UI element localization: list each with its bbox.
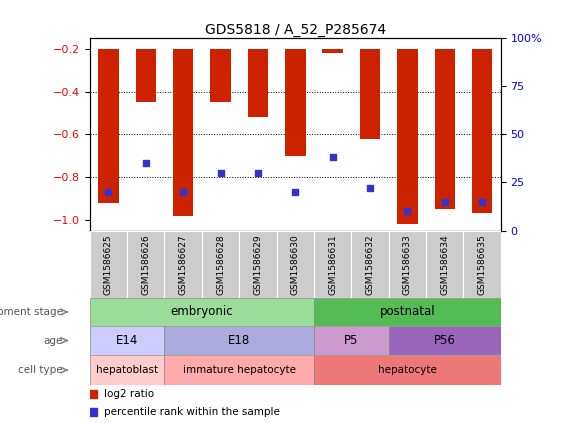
Text: log2 ratio: log2 ratio	[104, 389, 154, 399]
Bar	[285, 49, 306, 156]
Bar	[397, 49, 417, 224]
Text: development stage: development stage	[0, 307, 63, 317]
Title: GDS5818 / A_52_P285674: GDS5818 / A_52_P285674	[205, 23, 386, 37]
Bar	[90, 231, 127, 298]
Text: GSM1586632: GSM1586632	[365, 234, 375, 294]
Text: percentile rank within the sample: percentile rank within the sample	[104, 407, 280, 417]
Text: P56: P56	[434, 334, 456, 347]
Text: GSM1586635: GSM1586635	[478, 234, 486, 295]
Bar	[135, 49, 156, 102]
Bar	[351, 231, 389, 298]
Bar	[173, 49, 193, 216]
Bar	[202, 231, 239, 298]
Bar	[90, 355, 164, 385]
Text: embryonic: embryonic	[171, 305, 233, 319]
Bar	[314, 326, 389, 355]
Text: GSM1586634: GSM1586634	[440, 234, 449, 294]
Text: P5: P5	[344, 334, 358, 347]
Text: GSM1586630: GSM1586630	[291, 234, 300, 295]
Text: age: age	[43, 335, 63, 346]
Text: E18: E18	[228, 334, 250, 347]
Bar	[314, 355, 501, 385]
Text: hepatocyte: hepatocyte	[378, 365, 437, 375]
Text: GSM1586628: GSM1586628	[216, 234, 225, 294]
Bar	[389, 326, 501, 355]
Bar	[164, 326, 314, 355]
Bar	[164, 355, 314, 385]
Text: hepatoblast: hepatoblast	[96, 365, 158, 375]
Bar	[314, 298, 501, 326]
Bar	[210, 49, 231, 102]
Text: immature hepatocyte: immature hepatocyte	[183, 365, 296, 375]
Bar	[434, 49, 455, 209]
Text: GSM1586626: GSM1586626	[141, 234, 151, 294]
Bar	[90, 298, 314, 326]
Bar	[426, 231, 463, 298]
Bar	[248, 49, 268, 117]
Bar	[472, 49, 492, 214]
Bar	[314, 231, 351, 298]
Text: GSM1586631: GSM1586631	[328, 234, 337, 295]
Text: GSM1586629: GSM1586629	[254, 234, 262, 294]
Bar	[90, 326, 164, 355]
Bar	[323, 49, 343, 53]
Text: cell type: cell type	[18, 365, 63, 375]
Text: postnatal: postnatal	[380, 305, 435, 319]
Bar	[360, 49, 380, 139]
Bar	[239, 231, 277, 298]
Bar	[98, 49, 119, 203]
Text: GSM1586633: GSM1586633	[403, 234, 412, 295]
Text: E14: E14	[116, 334, 138, 347]
Text: GSM1586627: GSM1586627	[179, 234, 188, 294]
Bar	[127, 231, 164, 298]
Bar	[164, 231, 202, 298]
Bar	[277, 231, 314, 298]
Bar	[463, 231, 501, 298]
Text: GSM1586625: GSM1586625	[104, 234, 113, 294]
Bar	[389, 231, 426, 298]
